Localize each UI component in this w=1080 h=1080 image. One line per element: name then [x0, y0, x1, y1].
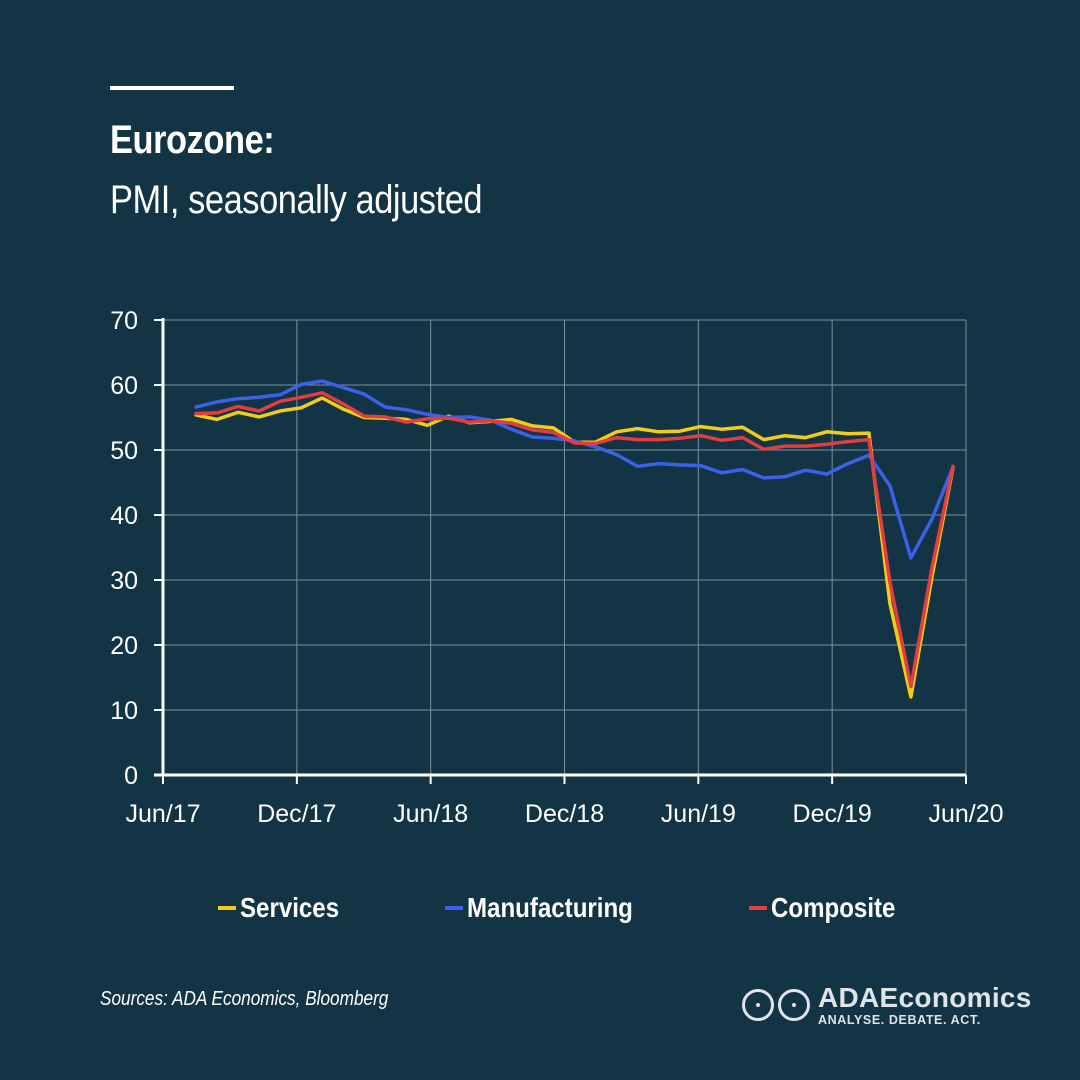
- chart-title: Eurozone:: [110, 118, 275, 162]
- logo-circle-icon: [742, 989, 774, 1022]
- y-tick-label: 40: [110, 502, 138, 530]
- chart-subtitle: PMI, seasonally adjusted: [110, 178, 483, 222]
- legend-label-manufacturing: Manufacturing: [467, 892, 633, 923]
- y-tick-label: 20: [110, 632, 138, 660]
- x-tick-label: Jun/20: [928, 800, 1003, 828]
- legend-swatch-services: [218, 906, 236, 910]
- legend-swatch-composite: [749, 906, 767, 910]
- logo-text: ADAEconomics ANALYSE. DEBATE. ACT.: [818, 984, 1032, 1027]
- legend-item-manufacturing: Manufacturing: [445, 892, 660, 924]
- x-tick-label: Dec/17: [257, 800, 336, 828]
- logo-circle-icon: [778, 989, 810, 1022]
- title-rule: [110, 86, 234, 90]
- y-tick-label: 50: [110, 437, 138, 465]
- logo-name: ADAEconomics: [818, 982, 1032, 1013]
- x-tick-label: Dec/19: [793, 800, 872, 828]
- chart-legend: Services Manufacturing Composite: [0, 892, 1080, 932]
- legend-item-services: Services: [218, 892, 355, 924]
- x-tick-label: Jun/18: [393, 800, 468, 828]
- source-note: Sources: ADA Economics, Bloomberg: [100, 988, 389, 1010]
- y-tick-label: 30: [110, 567, 138, 595]
- y-tick-label: 60: [110, 372, 138, 400]
- logo-circles-icon: [742, 989, 810, 1022]
- legend-label-composite: Composite: [771, 892, 896, 923]
- series-line-manufacturing: [194, 379, 955, 560]
- x-tick-label: Jun/19: [661, 800, 736, 828]
- series-line-composite: [194, 391, 955, 689]
- legend-swatch-manufacturing: [445, 906, 463, 910]
- y-tick-label: 70: [110, 307, 138, 335]
- logo-tagline: ANALYSE. DEBATE. ACT.: [818, 1013, 981, 1027]
- x-tick-label: Dec/18: [525, 800, 604, 828]
- legend-item-composite: Composite: [749, 892, 916, 924]
- y-tick-label: 10: [110, 697, 138, 725]
- y-tick-label: 0: [124, 762, 138, 790]
- ada-economics-logo: ADAEconomics ANALYSE. DEBATE. ACT.: [742, 984, 1032, 1027]
- x-tick-label: Jun/17: [125, 800, 200, 828]
- legend-label-services: Services: [240, 892, 340, 923]
